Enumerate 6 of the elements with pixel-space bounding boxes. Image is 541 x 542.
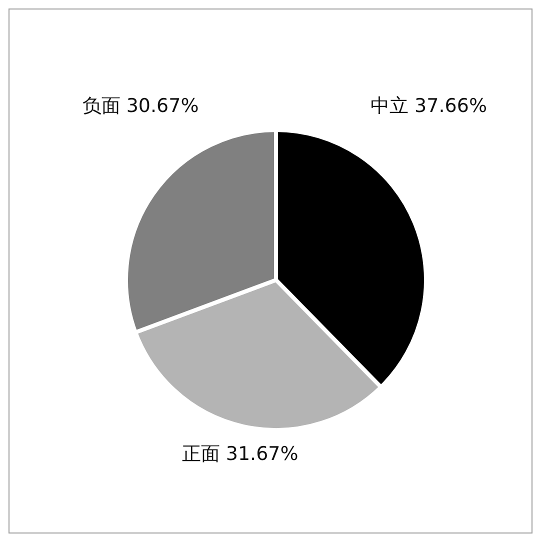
data-label: 30.67% (126, 95, 199, 117)
slice-label: 中立 (370, 95, 409, 117)
slice-label: 正面 (182, 443, 220, 465)
slice-label: 负面 (82, 95, 120, 117)
data-label: 37.66% (414, 95, 488, 117)
data-label: 31.67% (226, 443, 298, 465)
